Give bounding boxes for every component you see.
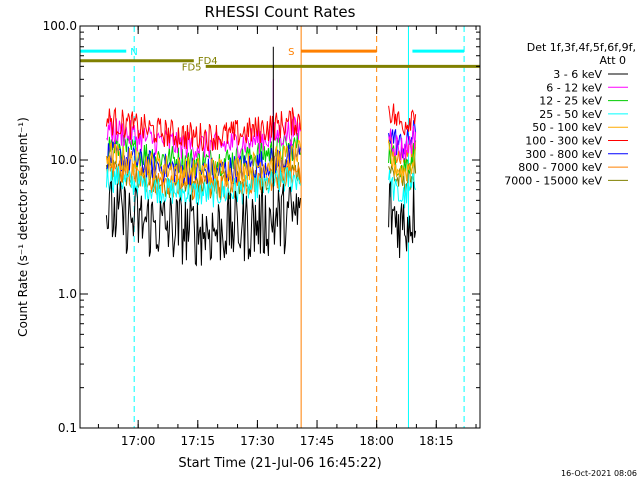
- axes: 17:00 17:15 17:30 17:45 18:00 18:15 0.1 1.0 10.0…: [43, 19, 480, 448]
- x-tick-label-17-45: 17:45: [300, 434, 335, 448]
- x-tick-label-18-15: 18:15: [419, 434, 454, 448]
- y-tick-label-10-0: 10.0: [50, 153, 77, 167]
- legend-label-100-300-kev: 100 - 300 keV: [525, 135, 602, 148]
- plot-frame: [79, 25, 481, 429]
- flag-label-fd4: FD4: [198, 56, 218, 67]
- legend-label-6-12-kev: 6 - 12 keV: [546, 81, 602, 94]
- flag-label-fd5: FD5: [182, 62, 202, 73]
- y-axis-label: Count Rate (s⁻¹ detector segment⁻¹): [16, 117, 30, 337]
- y-tick-label-100-0: 100.0: [43, 19, 77, 33]
- y-tick-label-0-1: 0.1: [58, 421, 77, 435]
- legend-label-25-50-kev: 25 - 50 keV: [539, 108, 602, 121]
- legend-label-7000-15000-kev: 7000 - 15000 keV: [504, 174, 602, 187]
- flag-label-n: N: [130, 47, 137, 58]
- x-tick-label-18-00: 18:00: [359, 434, 394, 448]
- series-25-50-kev: [105, 166, 417, 209]
- series-3-6-kev: [105, 46, 417, 267]
- x-tick-label-17-15: 17:15: [180, 434, 215, 448]
- x-axis-label: Start Time (21-Jul-06 16:45:22): [178, 456, 381, 471]
- legend: Det 1f,3f,4f,5f,6f,9f, Att 0 3 - 6 keV6 …: [504, 41, 636, 187]
- legend-label-50-100-kev: 50 - 100 keV: [532, 121, 602, 134]
- footer-date: 16-Oct-2021 08:06: [561, 469, 637, 478]
- flag-label-s: S: [288, 47, 294, 58]
- x-tick-label-17-30: 17:30: [240, 434, 275, 448]
- legend-title-line-2: Att 0: [600, 54, 626, 67]
- chart-title: RHESSI Count Rates: [205, 3, 356, 21]
- y-tick-label-1-0: 1.0: [58, 287, 77, 301]
- series-100-300-kev: [105, 103, 417, 152]
- legend-label-3-6-kev: 3 - 6 keV: [553, 68, 602, 81]
- x-tick-label-17-00: 17:00: [121, 434, 156, 448]
- legend-label-300-800-kev: 300 - 800 keV: [525, 148, 602, 161]
- series-50-100-kev: [105, 139, 417, 186]
- legend-label-800-7000-kev: 800 - 7000 keV: [518, 161, 602, 174]
- legend-label-12-25-kev: 12 - 25 keV: [539, 95, 602, 108]
- legend-title-line-1: Det 1f,3f,4f,5f,6f,9f,: [527, 41, 636, 54]
